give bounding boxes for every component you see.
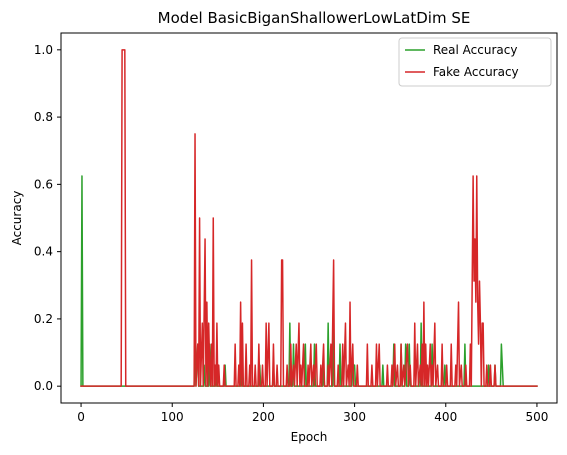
x-tick-label: 500: [525, 410, 548, 424]
series-line-fake-accuracy: [80, 49, 538, 387]
x-axis: 0 100 200 300 400 500: [77, 403, 548, 424]
plot-area: [60, 32, 558, 404]
y-axis-label: Accuracy: [10, 191, 24, 246]
y-tick-label: 0.8: [34, 110, 53, 124]
series-layer: [80, 49, 538, 387]
x-axis-label: Epoch: [291, 430, 328, 444]
y-tick-label: 1.0: [34, 43, 53, 57]
chart-title: Model BasicBiganShallowerLowLatDim SE: [158, 9, 471, 27]
legend-label-fake-accuracy: Fake Accuracy: [433, 65, 519, 79]
y-tick-label: 0.6: [34, 177, 53, 191]
y-tick-label: 0.2: [34, 312, 53, 326]
x-tick-label: 0: [77, 410, 85, 424]
plot-frame: [60, 32, 558, 404]
x-tick-label: 300: [343, 410, 366, 424]
x-tick-label: 400: [434, 410, 457, 424]
y-tick-label: 0.4: [34, 245, 53, 259]
x-tick-label: 200: [252, 410, 275, 424]
y-tick-label: 0.0: [34, 379, 53, 393]
legend-label-real-accuracy: Real Accuracy: [433, 43, 517, 57]
legend-box: [398, 37, 552, 87]
y-axis: 0.0 0.2 0.4 0.6 0.8 1.0: [34, 43, 61, 393]
x-tick-label: 100: [161, 410, 184, 424]
legend: Real Accuracy Fake Accuracy: [398, 37, 552, 87]
